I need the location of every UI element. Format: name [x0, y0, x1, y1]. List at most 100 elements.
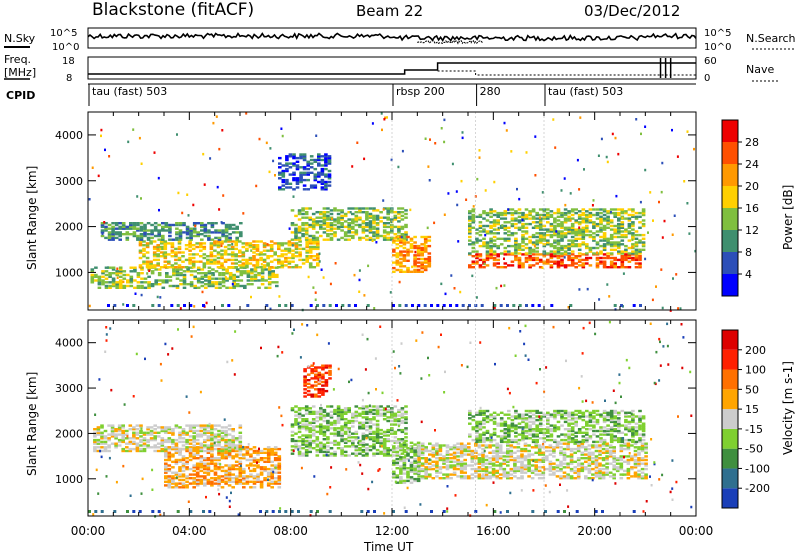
sparse-echo-cell [472, 205, 475, 208]
heatmap-cell [514, 248, 518, 251]
heatmap-cell [160, 437, 165, 440]
heatmap-cell [135, 444, 140, 447]
heatmap-cell [104, 227, 108, 230]
heatmap-cell [587, 469, 592, 473]
heatmap-cell [482, 266, 486, 269]
heatmap-cell [521, 266, 525, 269]
sparse-echo-cell [578, 188, 581, 191]
heatmap-cell [638, 211, 642, 215]
heatmap-cell [117, 428, 122, 431]
heatmap-cell [267, 277, 272, 280]
heatmap-cell [576, 471, 581, 474]
heatmap-cell [336, 427, 341, 430]
heatmap-cell [294, 418, 298, 421]
heatmap-cell [641, 233, 646, 237]
heatmap-cell [406, 467, 410, 470]
heatmap-cell [379, 211, 383, 214]
heatmap-cell [125, 236, 130, 240]
heatmap-cell [178, 467, 182, 471]
heatmap-cell [174, 266, 178, 269]
heatmap-cell [167, 478, 172, 482]
heatmap-cell [234, 266, 238, 269]
heatmap-cell [399, 447, 403, 450]
heatmap-cell [153, 449, 157, 453]
heatmap-cell [327, 184, 332, 187]
heatmap-cell [516, 446, 521, 449]
heatmap-cell [186, 270, 190, 273]
heatmap-cell [534, 451, 538, 454]
heatmap-cell [103, 447, 108, 451]
heatmap-cell [230, 262, 235, 265]
heatmap-cell [174, 451, 179, 454]
heatmap-cell [188, 256, 192, 260]
heatmap-cell [361, 410, 366, 414]
heatmap-cell [231, 444, 235, 447]
heatmap-cell [470, 458, 475, 462]
heatmap-cell [227, 467, 232, 471]
heatmap-cell [406, 470, 410, 473]
heatmap-cell [404, 209, 408, 212]
heatmap-cell [129, 284, 134, 288]
heatmap-cell [413, 268, 417, 272]
heatmap-cell [234, 437, 239, 440]
heatmap-cell [210, 238, 215, 241]
near-range-cell [170, 304, 174, 307]
heatmap-cell [319, 216, 323, 219]
heatmap-cell [121, 449, 125, 453]
heatmap-cell [224, 446, 228, 449]
heatmap-cell [239, 279, 244, 282]
heatmap-cell [209, 242, 214, 245]
heatmap-cell [503, 232, 508, 235]
heatmap-cell [475, 228, 479, 231]
heatmap-cell [184, 266, 189, 269]
heatmap-cell [266, 446, 271, 449]
heatmap-cell [576, 469, 581, 473]
heatmap-cell [555, 464, 560, 467]
heatmap-cell [605, 451, 609, 454]
heatmap-cell [315, 412, 320, 415]
heatmap-cell [594, 471, 599, 474]
heatmap-cell [126, 273, 130, 277]
heatmap-cell [471, 210, 476, 213]
heatmap-cell [498, 464, 503, 467]
heatmap-cell [315, 448, 320, 452]
heatmap-cell [406, 266, 410, 270]
heatmap-cell [627, 222, 632, 226]
heatmap-cell [354, 218, 359, 221]
heatmap-cell [263, 467, 267, 471]
heatmap-cell [135, 437, 140, 440]
heatmap-cell [193, 277, 197, 280]
heatmap-cell [375, 452, 380, 455]
sparse-echo-cell [363, 294, 366, 297]
heatmap-cell [390, 209, 394, 212]
heatmap-cell [534, 464, 538, 467]
heatmap-cell [399, 467, 403, 470]
heatmap-cell [560, 246, 564, 250]
heatmap-cell [311, 212, 316, 216]
heatmap-cell [574, 244, 578, 248]
heatmap-cell [281, 175, 286, 178]
heatmap-cell [601, 442, 606, 445]
heatmap-cell [580, 457, 585, 460]
heatmap-cell [594, 473, 599, 476]
heatmap-cell [301, 425, 305, 428]
heatmap-cell [262, 258, 267, 262]
heatmap-cell [517, 221, 522, 224]
heatmap-cell [322, 212, 327, 216]
heatmap-cell [308, 439, 312, 443]
heatmap-cell [324, 182, 328, 185]
heatmap-cell [217, 236, 222, 240]
heatmap-cell [570, 222, 575, 226]
heatmap-cell [406, 447, 410, 450]
heatmap-cell [382, 418, 387, 421]
heatmap-cell [368, 231, 373, 234]
heatmap-cell [563, 221, 568, 224]
heatmap-cell [329, 212, 334, 216]
heatmap-cell [386, 434, 390, 437]
heatmap-cell [139, 449, 143, 453]
heatmap-cell [630, 444, 634, 447]
heatmap-cell [594, 464, 599, 467]
heatmap-cell [456, 455, 460, 458]
heatmap-cell [249, 458, 253, 462]
heatmap-cell [199, 455, 204, 458]
